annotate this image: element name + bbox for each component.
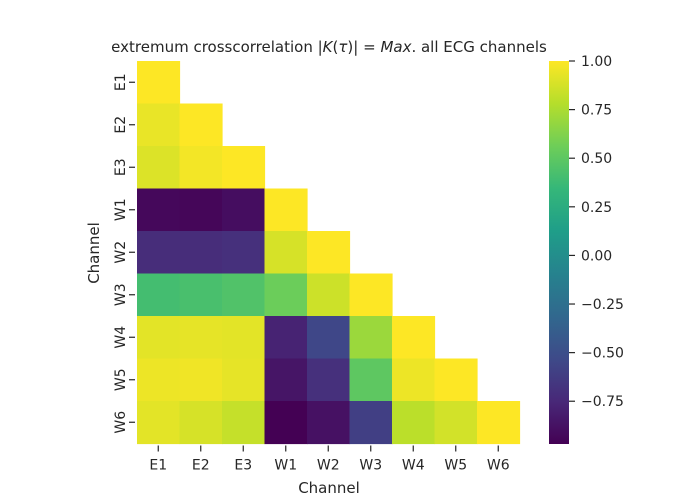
title-part-bar: | = <box>353 38 380 56</box>
heatmap-cell-w2-e2 <box>179 231 223 275</box>
title-math-k: K <box>323 38 334 56</box>
x-tick-label-e2: E2 <box>192 458 210 474</box>
x-tick-label-w4: W4 <box>402 458 425 474</box>
heatmap-cell-w2-w2 <box>307 231 351 275</box>
heatmap-cell-w6-e1 <box>137 401 181 445</box>
heatmap-cell-w2-w1 <box>264 231 308 275</box>
heatmap-cell-w6-w2 <box>307 401 351 445</box>
x-tick-label-e3: E3 <box>234 458 252 474</box>
x-tick-label-w3: W3 <box>359 458 382 474</box>
y-tick-label-e2: E2 <box>113 116 129 134</box>
heatmap-cell-w5-w3 <box>349 358 393 402</box>
heatmap-cell-w2-e1 <box>137 231 181 275</box>
heatmap-cell-w3-e1 <box>137 273 181 317</box>
heatmap-cell-w5-w5 <box>434 358 478 402</box>
heatmap-cell-w6-w5 <box>434 401 478 445</box>
y-tick-label-w4: W4 <box>113 326 129 349</box>
heatmap-cell-w2-e3 <box>222 231 266 275</box>
heatmap-cell-e2-e1 <box>137 103 181 147</box>
colorbar-tick-label: −0.50 <box>581 346 624 362</box>
colorbar-tick-label: 0.00 <box>581 248 612 264</box>
y-tick-label-e3: E3 <box>113 158 129 176</box>
heatmap-cell-w3-e3 <box>222 273 266 317</box>
title-math-open: ( <box>333 38 339 56</box>
heatmap-cell-w5-w1 <box>264 358 308 402</box>
y-axis-ticks: E1 E2 E3 W1 W2 W3 W4 W5 W6 <box>113 73 135 434</box>
heatmap-cell-w4-e1 <box>137 316 181 360</box>
heatmap-cell-w1-e2 <box>179 188 223 232</box>
title-part-after: . all ECG channels <box>411 38 547 56</box>
colorbar-tick-label: −0.75 <box>581 394 624 410</box>
colorbar-ticks: 1.00 0.75 0.50 0.25 0.00 −0.25 −0.50 −0.75 <box>569 54 624 410</box>
heatmap-cell-w4-e3 <box>222 316 266 360</box>
colorbar-tick-label: −0.25 <box>581 297 624 313</box>
heatmap-cell-w5-e3 <box>222 358 266 402</box>
heatmap-cell-w6-w6 <box>477 401 521 445</box>
heatmap-cell-w1-w1 <box>264 188 308 232</box>
title-math-close: ) <box>347 38 353 56</box>
heatmap-cell-w6-w3 <box>349 401 393 445</box>
y-tick-label-e1: E1 <box>113 73 129 91</box>
colorbar-tick-label: 0.25 <box>581 200 612 216</box>
x-axis-ticks: E1 E2 E3 W1 W2 W3 W4 W5 W6 <box>149 445 510 474</box>
x-axis-label: Channel <box>298 479 360 497</box>
x-tick-label-w1: W1 <box>274 458 297 474</box>
colorbar-tick-label: 0.50 <box>581 151 612 167</box>
heatmap-cell-e3-e1 <box>137 146 181 190</box>
title-part-before: extremum crosscorrelation | <box>111 38 323 56</box>
heatmap-cell-e3-e2 <box>179 146 223 190</box>
heatmap-cell-w4-w1 <box>264 316 308 360</box>
heatmap-cell-w4-w3 <box>349 316 393 360</box>
x-tick-label-w2: W2 <box>317 458 340 474</box>
heatmap-cell-w4-e2 <box>179 316 223 360</box>
heatmap-cell-w6-e3 <box>222 401 266 445</box>
heatmap-cell-w6-e2 <box>179 401 223 445</box>
heatmap-cell-w3-w3 <box>349 273 393 317</box>
colorbar-tick-label: 1.00 <box>581 54 612 70</box>
heatmap-cell-e1-e1 <box>137 61 181 105</box>
heatmap-cell-w3-e2 <box>179 273 223 317</box>
x-tick-label-e1: E1 <box>149 458 167 474</box>
y-tick-label-w1: W1 <box>113 198 129 221</box>
heatmap-cell-w5-e2 <box>179 358 223 402</box>
y-axis-label: Channel <box>85 222 103 284</box>
colorbar-tick-label: 0.75 <box>581 103 612 119</box>
title-math-tau: τ <box>338 38 348 56</box>
x-tick-label-w5: W5 <box>444 458 467 474</box>
heatmap-cell-w3-w2 <box>307 273 351 317</box>
heatmap-cells <box>137 61 521 445</box>
y-tick-label-w3: W3 <box>113 283 129 306</box>
y-tick-label-w2: W2 <box>113 241 129 264</box>
heatmap-cell-w4-w4 <box>392 316 436 360</box>
heatmap-cell-w5-w2 <box>307 358 351 402</box>
title-math-max: Max <box>380 38 411 56</box>
heatmap-cell-w5-w4 <box>392 358 436 402</box>
heatmap-cell-e2-e2 <box>179 103 223 147</box>
y-tick-label-w5: W5 <box>113 368 129 391</box>
heatmap-cell-w3-w1 <box>264 273 308 317</box>
colorbar <box>549 61 569 444</box>
chart-title: extremum crosscorrelation |K(τ)| = Max. … <box>111 38 547 56</box>
y-tick-label-w6: W6 <box>113 411 129 434</box>
heatmap-cell-w5-e1 <box>137 358 181 402</box>
heatmap-cell-w6-w4 <box>392 401 436 445</box>
heatmap-cell-w4-w2 <box>307 316 351 360</box>
heatmap-cell-e3-e3 <box>222 146 266 190</box>
heatmap-cell-w1-e1 <box>137 188 181 232</box>
heatmap-cell-w1-e3 <box>222 188 266 232</box>
heatmap-cell-w6-w1 <box>264 401 308 445</box>
x-tick-label-w6: W6 <box>487 458 510 474</box>
